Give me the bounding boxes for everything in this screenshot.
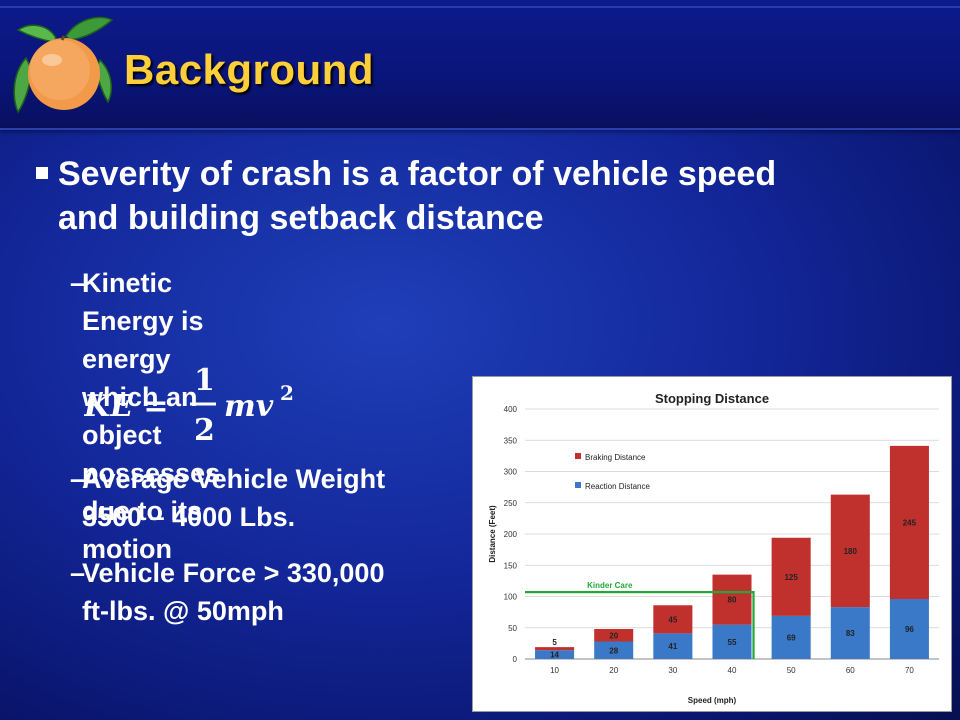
y-axis-label: Distance (Feet) — [488, 505, 497, 563]
kinder-care-label: Kinder Care — [587, 581, 633, 590]
sub-bullet-line-2: ft-lbs. @ 50mph — [82, 596, 284, 626]
orange-fruit-icon — [13, 16, 114, 114]
data-label-braking: 5 — [552, 638, 557, 647]
chart-bars: 14 5 28 20 41 45 55 80 69 125 83 180 96 245 — [535, 445, 929, 660]
sub-bullet-line-2: 3500 – 4000 Lbs. — [82, 502, 296, 532]
formula-exponent: 2 — [280, 381, 294, 405]
formula-numerator: 1 — [194, 363, 215, 398]
bar-reaction — [771, 615, 811, 659]
bar-braking — [594, 629, 634, 642]
x-tick-label: 40 — [728, 666, 737, 675]
y-tick-label: 200 — [504, 530, 518, 539]
bar-braking — [535, 647, 575, 651]
bar-braking — [712, 574, 752, 625]
title-bar-highlight — [0, 6, 960, 8]
x-tick-label: 20 — [609, 666, 618, 675]
main-bullet-line-1: Severity of crash is a factor of vehicle… — [58, 155, 777, 193]
bar-reaction — [653, 633, 693, 659]
y-tick-label: 250 — [504, 499, 518, 508]
formula-denominator: 2 — [194, 413, 215, 448]
data-label-braking: 80 — [728, 596, 737, 605]
formula-graphic: KE = 1 2 mv 2 — [83, 363, 294, 448]
square-bullet-icon — [36, 167, 48, 179]
slide-title: Background — [124, 46, 375, 93]
chart-title: Stopping Distance — [655, 391, 769, 406]
bar-reaction — [889, 599, 929, 659]
y-axis-ticks: 0 50 100 150 200 250 300 350 400 — [504, 405, 518, 664]
chart-svg: Stopping Distance 0 50 100 150 200 250 300 350 4… — [488, 391, 939, 705]
y-tick-label: 300 — [504, 468, 518, 477]
chart-legend: Braking Distance Reaction Distance — [575, 453, 650, 491]
data-label-reaction: 28 — [609, 646, 618, 655]
x-tick-label: 60 — [846, 666, 855, 675]
bar-braking — [653, 605, 693, 634]
formula-lhs: KE = — [84, 389, 169, 424]
data-label-reaction: 41 — [668, 642, 677, 651]
y-tick-label: 350 — [504, 436, 518, 445]
dash-bullet: – — [70, 268, 86, 298]
dash-bullet: – — [70, 558, 86, 588]
legend-swatch-braking — [575, 453, 581, 459]
dash-bullet: – — [70, 464, 86, 494]
data-label-braking: 45 — [668, 615, 677, 624]
data-label-braking: 245 — [903, 518, 917, 527]
x-tick-label: 10 — [550, 666, 559, 675]
x-axis-label: Speed (mph) — [688, 696, 737, 705]
sub-bullet-line-1: Kinetic Energy is energy which an object — [82, 268, 204, 450]
sub-bullet-line-1: Average Vehicle Weight — [82, 464, 386, 494]
bar-braking — [830, 494, 870, 608]
chart-gridlines — [525, 408, 939, 660]
bar-braking — [771, 537, 811, 616]
data-label-reaction: 55 — [728, 638, 737, 647]
bar-reaction — [712, 624, 752, 659]
data-label-reaction: 14 — [550, 651, 559, 660]
main-bullet-line-2: and building setback distance — [58, 199, 544, 237]
y-tick-label: 100 — [504, 593, 518, 602]
sub-bullet-line-2: possesses due to its motion — [82, 458, 221, 564]
legend-swatch-reaction — [575, 482, 581, 488]
sub-bullet-line-1: Vehicle Force > 330,000 — [82, 558, 385, 588]
y-tick-label: 0 — [513, 655, 518, 664]
bar-reaction — [535, 650, 575, 659]
x-tick-label: 30 — [668, 666, 677, 675]
y-tick-label: 50 — [508, 624, 517, 633]
y-tick-label: 150 — [504, 561, 518, 570]
x-tick-label: 70 — [905, 666, 914, 675]
bar-braking — [889, 445, 929, 599]
bar-reaction — [594, 641, 634, 659]
data-label-reaction: 96 — [905, 625, 914, 634]
stopping-distance-chart: Stopping Distance 0 50 100 150 200 250 300 350 4… — [472, 376, 952, 712]
formula-rhs: mv — [224, 389, 274, 424]
kinder-care-line — [525, 591, 755, 659]
bar-reaction — [830, 607, 870, 659]
title-bar: Background — [0, 0, 960, 130]
legend-label-reaction: Reaction Distance — [585, 482, 650, 491]
x-axis-ticks: 10 20 30 40 50 60 70 — [550, 666, 914, 675]
data-label-reaction: 83 — [846, 629, 855, 638]
kinder-care-annotation: Kinder Care — [525, 581, 755, 659]
y-tick-label: 400 — [504, 405, 518, 414]
data-label-braking: 20 — [609, 631, 618, 640]
data-label-braking: 125 — [784, 573, 798, 582]
legend-label-braking: Braking Distance — [585, 453, 646, 462]
data-label-reaction: 69 — [787, 633, 796, 642]
x-tick-label: 50 — [787, 666, 796, 675]
kinetic-energy-formula: KE = 1 2 mv 2 — [83, 362, 324, 460]
data-label-braking: 180 — [844, 547, 858, 556]
